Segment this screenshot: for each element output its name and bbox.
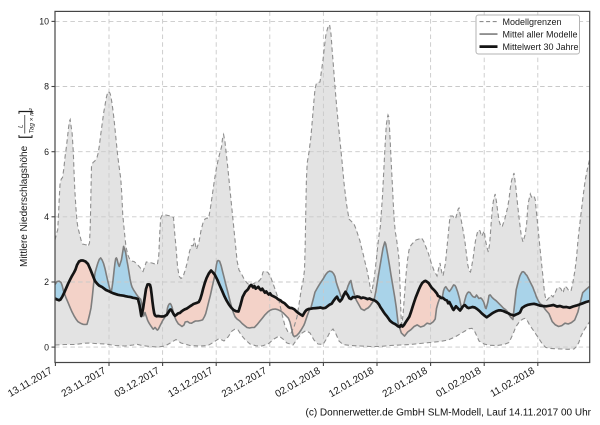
svg-text:Tag × m²: Tag × m² [29, 107, 36, 133]
svg-text:[: [ [17, 134, 34, 139]
svg-text:Mittlere Niederschlagshöhe: Mittlere Niederschlagshöhe [19, 145, 30, 267]
svg-text:8: 8 [44, 82, 49, 92]
svg-text:Mittelwert 30 Jahre: Mittelwert 30 Jahre [503, 42, 579, 52]
svg-text:(c) Donnerwetter.de GmbH SLM-M: (c) Donnerwetter.de GmbH SLM-Modell, Lau… [305, 408, 591, 419]
svg-text:0: 0 [44, 342, 49, 352]
svg-text:4: 4 [44, 212, 49, 222]
svg-text:Modellgrenzen: Modellgrenzen [503, 17, 562, 27]
svg-text:Mittel aller Modelle: Mittel aller Modelle [503, 29, 578, 39]
svg-text:]: ] [17, 110, 34, 114]
svg-text:6: 6 [44, 147, 49, 157]
svg-text:10: 10 [39, 17, 49, 27]
svg-text:L: L [18, 124, 25, 128]
svg-text:2: 2 [44, 277, 49, 287]
